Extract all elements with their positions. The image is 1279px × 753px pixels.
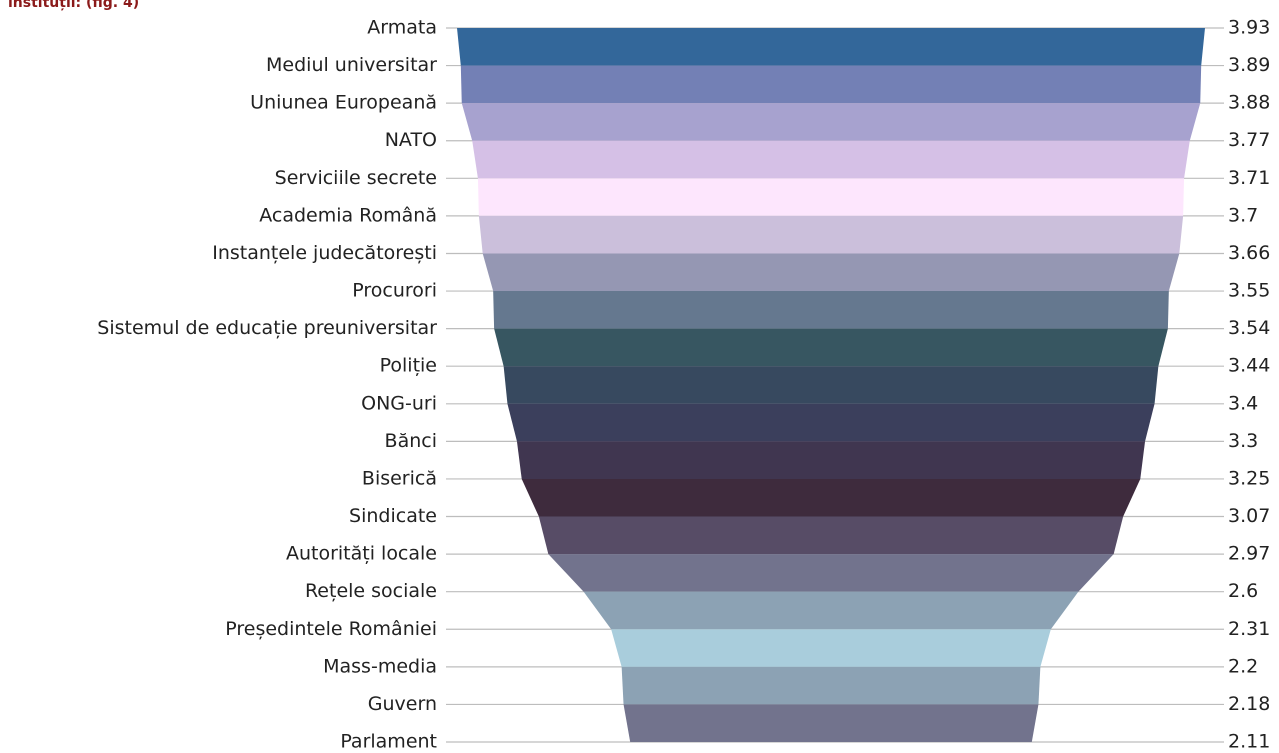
funnel-segment [472,140,1190,179]
funnel-segment [548,554,1114,592]
category-label: Biserică [362,467,437,489]
value-label: 2.18 [1228,693,1270,715]
funnel-segment [621,666,1041,705]
value-label: 3.71 [1228,167,1270,189]
funnel-segment [583,591,1079,630]
funnel-segment [477,178,1185,216]
category-label: Poliție [380,355,437,377]
category-label: Instanțele judecătorești [212,242,437,264]
category-label: Armata [367,17,437,39]
funnel-segment [494,328,1168,367]
funnel-segment [457,28,1205,66]
category-label: ONG-uri [361,392,437,414]
value-label: 2.6 [1228,580,1258,602]
value-label: 2.2 [1228,655,1258,677]
value-label: 3.88 [1228,92,1270,114]
funnel-segment [503,366,1159,404]
category-label: Parlament [340,731,437,753]
value-label: 3.4 [1228,392,1258,414]
value-label: 3.7 [1228,204,1258,226]
category-label: Guvern [368,693,437,715]
category-label: Uniunea Europeană [250,92,437,114]
funnel-segment [521,478,1141,517]
funnel-segment [611,629,1051,667]
value-label: 3.07 [1228,505,1270,527]
funnel-segment [623,704,1039,742]
category-label: Sistemul de educație preuniversitar [97,317,437,339]
value-label: 3.66 [1228,242,1270,264]
value-label: 3.89 [1228,54,1270,76]
value-label: 3.3 [1228,430,1258,452]
category-label: Bănci [385,430,437,452]
value-label: 2.97 [1228,543,1270,565]
value-label: 2.11 [1228,731,1270,753]
category-label: Procurori [352,280,437,302]
category-label: Mass-media [323,655,437,677]
value-label: 2.31 [1228,618,1270,640]
category-label: Serviciile secrete [275,167,437,189]
value-label: 3.93 [1228,17,1270,39]
category-label: Academia Română [259,204,437,226]
value-label: 3.44 [1228,355,1270,377]
category-label: Autorități locale [286,543,437,565]
chart-title: instituții: (fig. 4) [8,0,139,11]
funnel-segment [538,516,1124,555]
value-label: 3.54 [1228,317,1270,339]
category-label: NATO [385,129,437,151]
funnel-segment [461,103,1201,141]
value-label: 3.25 [1228,467,1270,489]
value-label: 3.77 [1228,129,1270,151]
funnel-segment [507,403,1155,442]
funnel-segment [482,253,1180,292]
funnel-segment [516,441,1146,479]
funnel-segment [478,215,1184,254]
funnel-segment [493,291,1169,329]
value-label: 3.55 [1228,280,1270,302]
category-label: Rețele sociale [305,580,437,602]
category-label: Președintele României [225,618,437,640]
category-label: Mediul universitar [266,54,437,76]
funnel-segment [460,65,1202,104]
category-label: Sindicate [349,505,437,527]
